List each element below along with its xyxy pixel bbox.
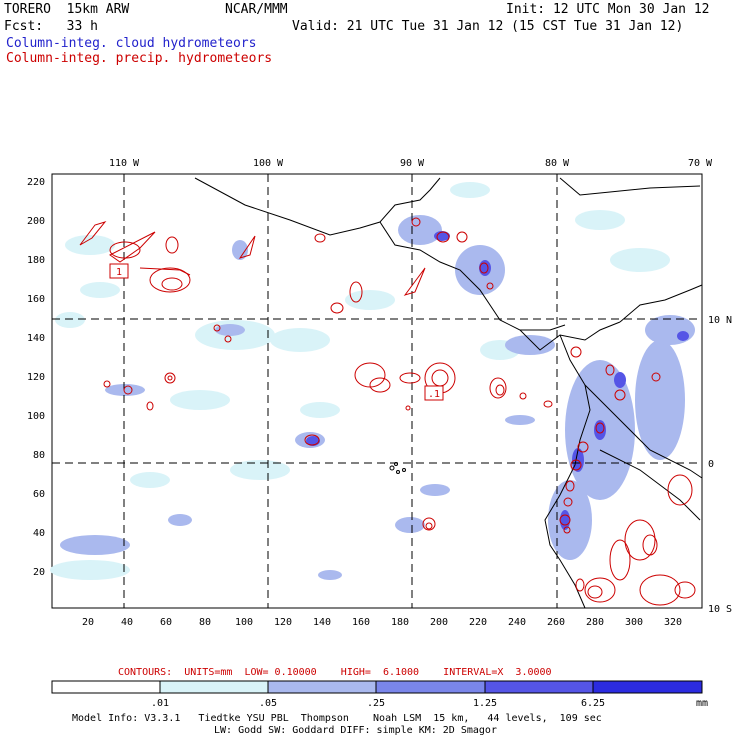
y-tick: 220: [27, 177, 45, 188]
y-tick: 20: [33, 567, 45, 578]
x-tick: 60: [160, 617, 172, 628]
contour-interval: INTERVAL=X 3.0000: [443, 667, 552, 678]
lon-labels: 110 W 100 W 90 W 80 W 70 W: [109, 158, 713, 169]
colorbar-segment: [267, 680, 377, 694]
x-tick: 260: [547, 617, 565, 628]
x-tick: 20: [82, 617, 94, 628]
coastlines: [194, 177, 703, 609]
contour-label: CONTOURS:: [118, 667, 173, 678]
x-tick: 160: [352, 617, 370, 628]
lat-labels: 10 N 0 10 S: [708, 315, 732, 615]
init-time: Init: 12 UTC Mon 30 Jan 12: [506, 2, 710, 17]
lon-label: 110 W: [109, 158, 140, 169]
y-tick: 180: [27, 255, 45, 266]
lon-label: 100 W: [253, 158, 284, 169]
colorbar-tick: .05: [259, 698, 277, 709]
y-tick: 140: [27, 333, 45, 344]
contour-high: HIGH= 6.1000: [340, 667, 420, 678]
x-tick: 240: [508, 617, 526, 628]
colorbar-segment: [159, 680, 269, 694]
colorbar-tick: 1.25: [473, 698, 497, 709]
x-tick: 220: [469, 617, 487, 628]
colorbar-tick: 6.25: [581, 698, 605, 709]
forecast-hour: Fcst: 33 h: [4, 19, 98, 34]
contour-label-box-1: [109, 263, 129, 279]
x-tick: 200: [430, 617, 448, 628]
contour-low: LOW= 0.10000: [244, 667, 317, 678]
x-tick: 320: [664, 617, 682, 628]
colorbar-tick: .01: [151, 698, 169, 709]
colorbar-tick: .25: [367, 698, 385, 709]
lat-label: 10 S: [708, 604, 732, 615]
colorbar-ticks: .01 .05 .25 1.25 6.25 mm: [151, 698, 708, 709]
colorbar-unit: mm: [696, 698, 708, 709]
model-info-line1: Model Info: V3.3.1 Tiedtke YSU PBL Thomp…: [72, 713, 602, 724]
field-label-cloud: Column-integ. cloud hydrometeors: [6, 36, 257, 51]
y-tick: 80: [33, 450, 45, 461]
contour-label-box-2: [424, 385, 444, 401]
y-tick: 200: [27, 216, 45, 227]
lat-label: 10 N: [708, 315, 732, 326]
contour-label-2: .1: [428, 389, 440, 400]
y-tick: 120: [27, 372, 45, 383]
x-tick: 280: [586, 617, 604, 628]
x-tick-labels: 20 40 60 80 100 120 140 160 180 200 220 …: [82, 617, 682, 628]
x-tick: 100: [235, 617, 253, 628]
y-tick: 160: [27, 294, 45, 305]
model-title: TORERO 15km ARW: [4, 2, 130, 17]
y-tick-labels: 220 200 180 160 140 120 100 80 60 40 20: [27, 177, 45, 578]
x-tick: 180: [391, 617, 409, 628]
y-tick: 100: [27, 411, 45, 422]
colorbar-segment: [484, 680, 594, 694]
x-tick: 80: [199, 617, 211, 628]
model-info-line2: LW: Godd SW: Goddard DIFF: simple KM: 2D…: [214, 725, 497, 736]
colorbar-segment: [375, 680, 486, 694]
y-tick: 60: [33, 489, 45, 500]
contour-label-1: 1: [116, 267, 122, 278]
precip-contours: [79, 217, 696, 606]
x-tick: 120: [274, 617, 292, 628]
field-label-precip: Column-integ. precip. hydrometeors: [6, 51, 273, 66]
org-label: NCAR/MMM: [225, 2, 288, 17]
lon-label: 90 W: [400, 158, 425, 169]
colorbar-segment: [592, 680, 703, 694]
lat-label: 0: [708, 459, 714, 470]
colorbar-segment: [51, 680, 161, 694]
x-tick: 300: [625, 617, 643, 628]
cloud-light-patches: [50, 182, 670, 580]
contour-info: CONTOURS: UNITS=mm LOW= 0.10000 HIGH= 6.…: [118, 667, 552, 678]
contour-units: UNITS=mm: [184, 667, 233, 678]
valid-time: Valid: 21 UTC Tue 31 Jan 12 (15 CST Tue …: [292, 19, 684, 34]
x-tick: 140: [313, 617, 331, 628]
x-tick: 40: [121, 617, 133, 628]
lon-label: 70 W: [688, 158, 713, 169]
colorbar: [51, 680, 703, 694]
latlon-grid: [52, 174, 702, 608]
lon-label: 80 W: [545, 158, 570, 169]
y-tick: 40: [33, 528, 45, 539]
